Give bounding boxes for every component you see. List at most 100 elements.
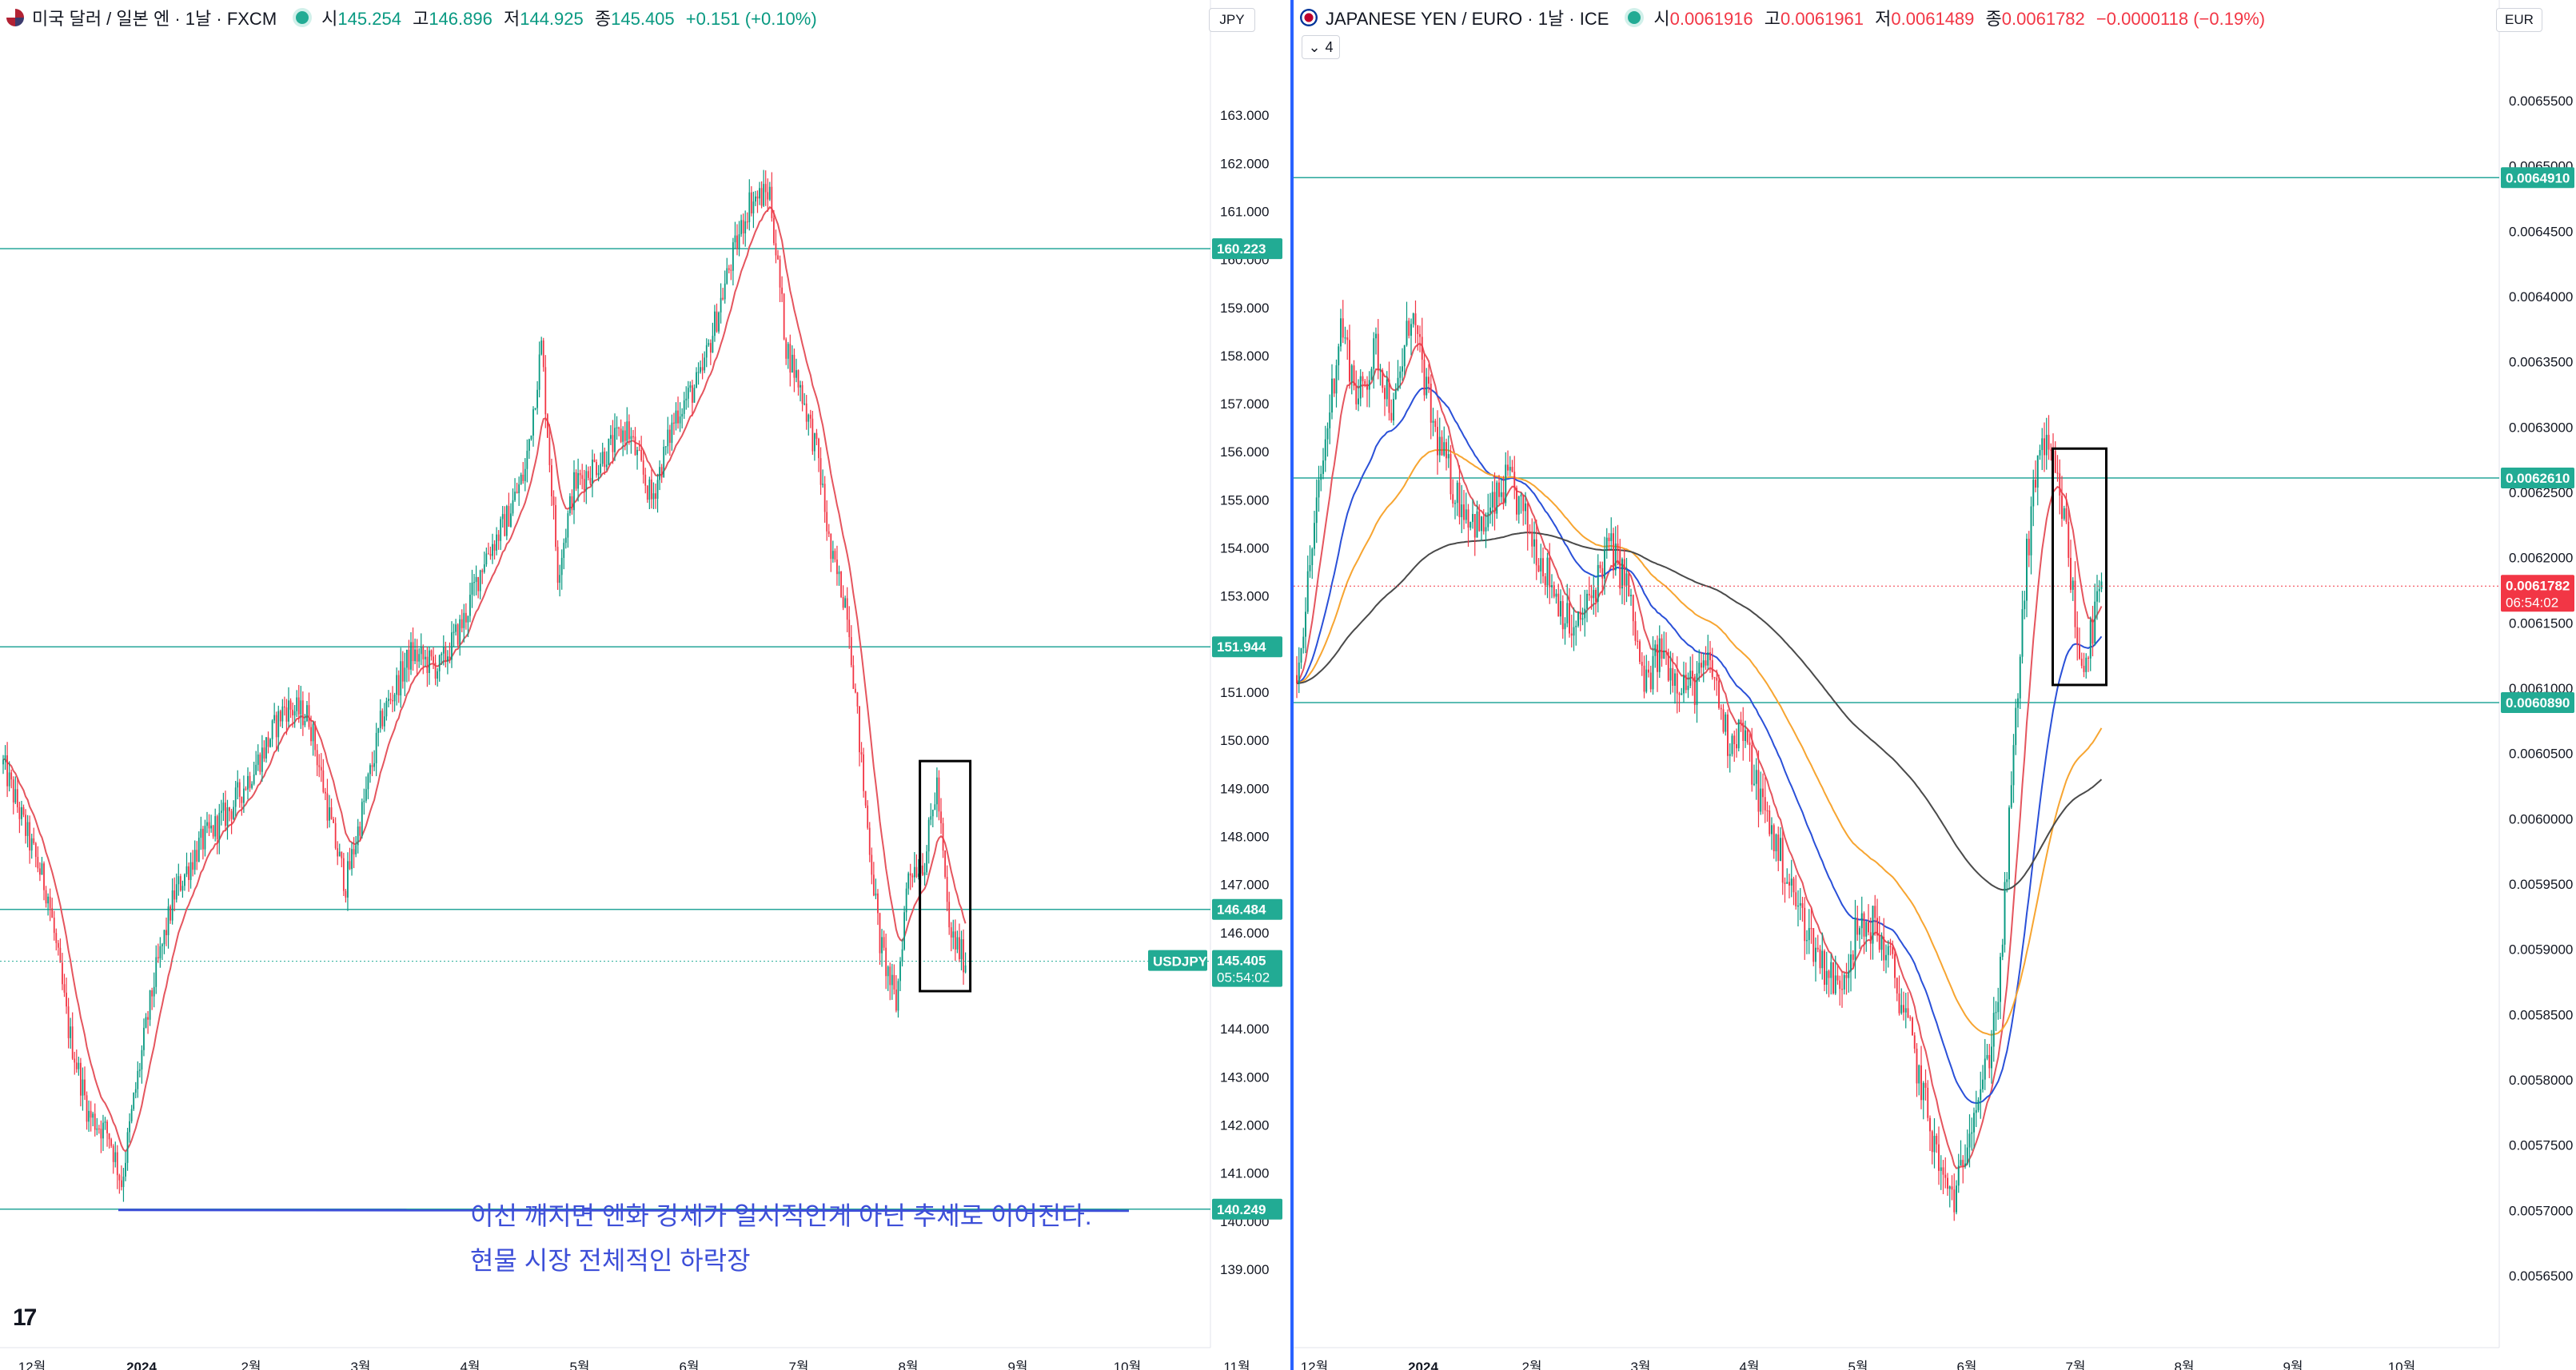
usdjpy-candle-body [718, 312, 720, 332]
jpyeur-candle-body [1377, 333, 1379, 371]
jpyeur-candle-body [1887, 946, 1889, 955]
jpyeur-candle-body [1298, 662, 1300, 683]
jpyeur-candle-body [1781, 838, 1784, 883]
jpyeur-candle-body [1617, 544, 1619, 549]
jpyeur-candle-body [1452, 494, 1454, 504]
usdjpy-candle-body [575, 472, 577, 489]
jpyeur-candle-body [1665, 650, 1667, 653]
jpyeur-candle-body [1953, 1189, 1956, 1213]
usdjpy-y-tick-label: 144.000 [1220, 1022, 1269, 1037]
jpyeur-candle-body [1696, 673, 1698, 705]
usdjpy-candle-body [429, 650, 430, 674]
currency-selector[interactable]: EUR [2496, 8, 2542, 32]
usdjpy-candle-body [681, 413, 684, 417]
jpyeur-candle-body [1687, 685, 1689, 691]
usdjpy-candle-body [646, 485, 648, 500]
jpyeur-candle-body [1815, 947, 1816, 962]
indicators-toggle-button[interactable]: ⌄ 4 [1302, 35, 1340, 59]
usdjpy-candle-body [359, 826, 361, 836]
usdjpy-candle-body [177, 876, 180, 885]
symbol-title[interactable]: JAPANESE YEN / EURO · 1날 · ICE [1326, 9, 1609, 29]
jpyeur-candle-body [1971, 1132, 1973, 1134]
jpyeur-y-tick-label: 0.0060500 [2509, 747, 2573, 762]
jpyeur-candle-body [1560, 601, 1561, 617]
jpyeur-candle-body [1812, 928, 1815, 962]
usdjpy-x-tick-label: 5월 [569, 1360, 589, 1370]
jpyeur-candle-body [1850, 954, 1852, 972]
jpyeur-candle-body [2032, 480, 2035, 507]
jpyeur-x-tick-label: 2024 [1408, 1360, 1438, 1370]
usdjpy-candle-body [696, 372, 697, 388]
jpyeur-level-tag: 0.0064910 [2506, 170, 2570, 185]
annotation-note-1[interactable]: 이선 깨지면 엔화 강세가 일시적인게 아닌 추세로 이어진다. [470, 1201, 1092, 1230]
jpyeur-candle-body [1443, 442, 1446, 456]
ohlc-values: 시145.254 고146.896 저144.925 종145.405 +0.1… [321, 9, 817, 29]
usdjpy-candle-body [96, 1128, 98, 1130]
usdjpy-candle-body [16, 789, 18, 808]
jpyeur-candle-body [1487, 512, 1489, 528]
jpyeur-candle-body [1859, 928, 1860, 935]
usdjpy-candle-body [257, 754, 259, 765]
usdjpy-candle-body [347, 861, 349, 898]
usdjpy-candle-body [30, 838, 33, 851]
usdjpy-y-tick-label: 158.000 [1220, 348, 1269, 364]
usdjpy-candle-body [656, 480, 659, 499]
usdjpy-candle-body [479, 570, 481, 591]
usdjpy-candle-body [956, 937, 959, 950]
usdjpy-candle-body [230, 810, 233, 819]
jpyeur-candle-body [1792, 878, 1795, 893]
usdjpy-candle-body [208, 822, 210, 829]
usdjpy-candle-body [544, 367, 547, 415]
usdjpy-candle-body [755, 196, 756, 202]
jpyeur-candle-body [1573, 627, 1575, 636]
usdjpy-candle-body [571, 496, 573, 511]
usdjpy-candle-body [897, 981, 899, 1011]
usdjpy-chart-svg[interactable]: 163.000162.000161.000160.000159.000158.0… [0, 0, 1290, 1370]
jpyeur-candle-body [1520, 495, 1522, 497]
usdjpy-candle-body [338, 851, 341, 857]
jpyeur-candle-body [1364, 380, 1366, 384]
jpyeur-chart-svg[interactable]: 0.00655000.00650000.00645000.00640000.00… [1294, 0, 2576, 1370]
usdjpy-candle-body [185, 866, 188, 874]
usdjpy-candle-body [934, 804, 936, 810]
usdjpy-candle-body [630, 436, 632, 440]
usdjpy-candle-body [385, 701, 388, 717]
usdjpy-candle-body [88, 1110, 90, 1122]
usdjpy-candle-body [500, 519, 502, 541]
currency-selector[interactable]: JPY [1209, 8, 1255, 32]
usdjpy-candle-body [330, 807, 333, 819]
jpyeur-candle-body [1944, 1174, 1947, 1178]
usdjpy-candle-body [18, 807, 21, 819]
symbol-title[interactable]: 미국 달러 / 일본 엔 · 1날 · FXCM [32, 9, 277, 29]
jpyeur-candle-body [1903, 1005, 1904, 1013]
jpyeur-candle-body [1397, 377, 1399, 391]
usdjpy-candle-body [237, 782, 239, 788]
jpyeur-chart-pane[interactable]: 0.0065500 0.0065000 0.0064500 0.0064000 0.00… [1290, 0, 2576, 1370]
jpyeur-candle-body [1438, 436, 1441, 456]
annotation-note-2[interactable]: 현물 시장 전체적인 하락장 [470, 1246, 751, 1275]
usdjpy-candle-body [831, 551, 834, 560]
jpyeur-candle-body [1997, 1002, 2000, 1013]
jpyeur-candle-body [1718, 680, 1720, 708]
usdjpy-candle-body [905, 888, 907, 913]
jpyeur-countdown: 06:54:02 [2506, 595, 2558, 610]
usdjpy-candle-body [885, 947, 887, 977]
jpyeur-candle-body [2085, 657, 2088, 672]
jpyeur-candle-body [1729, 754, 1731, 756]
usdjpy-candle-body [481, 570, 484, 572]
usdjpy-candle-body [253, 774, 255, 784]
usdjpy-chart-pane[interactable]: 163.000 162.000 161.000 160.000 159.000 158.0… [0, 0, 1290, 1370]
market-status-icon [1628, 11, 1641, 24]
jpyeur-candle-body [1569, 603, 1570, 634]
usdjpy-candle-body [489, 554, 492, 556]
jpyeur-candle-body [1922, 1082, 1924, 1101]
jpyeur-candle-body [1799, 902, 1801, 906]
usdjpy-candle-body [860, 752, 863, 755]
jpyeur-candle-body [1305, 611, 1306, 637]
tradingview-logo[interactable]: 17 [13, 1304, 37, 1331]
usdjpy-candle-body [907, 873, 910, 889]
usdjpy-candle-body [288, 700, 289, 722]
usdjpy-candle-body [551, 464, 552, 496]
usdjpy-candle-body [740, 220, 742, 235]
usdjpy-x-tick-label: 4월 [460, 1360, 480, 1370]
